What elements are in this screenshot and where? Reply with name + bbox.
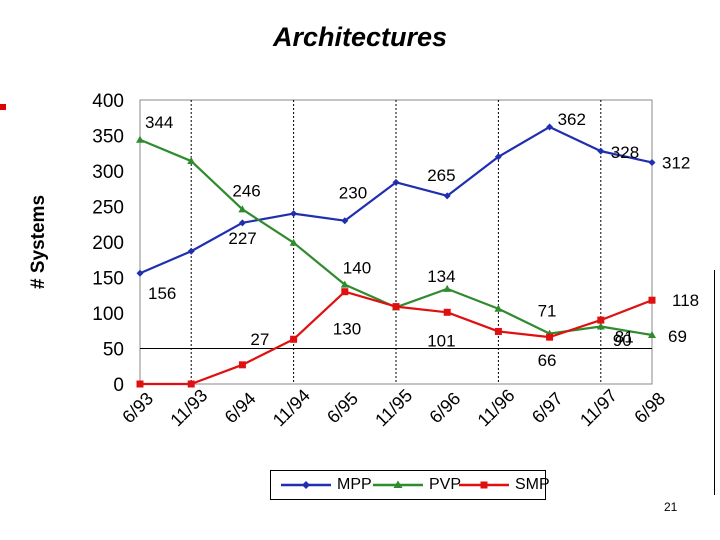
data-point-pvp <box>238 205 247 213</box>
legend-label-pvp: PVP <box>429 476 462 493</box>
data-label-mpp: 328 <box>611 143 639 162</box>
x-tick-label: 6/98 <box>630 388 669 427</box>
data-point-smp <box>597 316 605 324</box>
data-label-smp: 118 <box>672 291 699 310</box>
x-tick-label: 11/96 <box>474 385 519 430</box>
data-label-mpp: 362 <box>558 110 586 129</box>
data-point-pvp <box>648 331 656 339</box>
legend-swatch-pvp <box>373 480 423 488</box>
y-tick-label: 400 <box>92 91 124 112</box>
data-point-pvp <box>187 157 196 165</box>
y-tick-label: 200 <box>92 233 124 254</box>
data-point-smp <box>187 380 195 388</box>
x-tick-label: 6/95 <box>323 388 362 427</box>
data-point-smp <box>290 335 298 343</box>
data-label-pvp: 246 <box>232 181 260 200</box>
legend-swatch-smp <box>459 481 509 489</box>
slide-bullet-mark <box>0 104 6 110</box>
legend-label-smp: SMP <box>515 476 550 493</box>
x-tick-label: 11/93 <box>166 385 211 430</box>
data-label-mpp: 156 <box>148 284 176 303</box>
data-point-smp <box>392 303 400 311</box>
data-point-smp <box>341 288 349 296</box>
y-tick-label: 0 <box>113 375 124 396</box>
data-point-mpp <box>392 178 400 186</box>
data-point-mpp <box>494 153 502 161</box>
data-point-smp <box>443 308 451 316</box>
data-point-smp <box>136 380 144 388</box>
data-label-smp: 130 <box>333 320 361 339</box>
data-point-smp <box>648 296 656 304</box>
data-label-smp: 66 <box>538 351 557 370</box>
y-tick-label: 50 <box>103 340 124 361</box>
data-point-mpp <box>290 210 298 218</box>
legend-item-mpp: MPP <box>281 471 372 499</box>
legend-item-smp: SMP <box>459 471 550 499</box>
grid-layer <box>139 99 653 385</box>
data-label-pvp: 134 <box>427 267 455 286</box>
data-label-pvp: 140 <box>343 259 371 278</box>
data-label-pvp: 344 <box>145 113 173 132</box>
x-tick-label: 6/94 <box>221 388 260 427</box>
data-point-smp <box>546 333 554 341</box>
chart-title: Architectures <box>272 22 448 52</box>
data-label-mpp: 312 <box>662 153 690 172</box>
data-label-smp: 27 <box>250 330 269 349</box>
y-tick-label: 250 <box>92 198 124 219</box>
data-point-mpp <box>443 192 451 200</box>
series-layer <box>136 123 656 388</box>
y-tick-label: 300 <box>92 162 124 183</box>
data-label-smp: 101 <box>427 331 455 350</box>
y-tick-label: 100 <box>92 304 124 325</box>
legend-item-pvp: PVP <box>373 471 461 499</box>
legend-swatch-mpp <box>281 481 331 489</box>
data-point-mpp <box>648 158 656 166</box>
y-tick-label: 150 <box>92 269 124 290</box>
data-point-smp <box>494 327 502 335</box>
legend-label-mpp: MPP <box>337 476 372 493</box>
data-label-mpp: 265 <box>427 166 455 185</box>
x-tick-label: 6/93 <box>118 388 157 427</box>
data-point-mpp <box>136 269 144 277</box>
y-tick-label: 350 <box>92 127 124 148</box>
data-point-mpp <box>238 219 246 227</box>
data-label-smp: 90 <box>613 331 632 350</box>
data-point-smp <box>238 361 246 369</box>
data-label-mpp: 227 <box>228 229 256 248</box>
slide-edge-line <box>714 270 715 495</box>
x-tick-label: 11/95 <box>371 385 416 430</box>
x-tick-label: 11/97 <box>576 385 621 430</box>
x-tick-label: 6/97 <box>528 388 567 427</box>
data-point-pvp <box>289 238 298 246</box>
x-tick-label: 6/96 <box>425 388 464 427</box>
data-point-pvp <box>494 304 503 312</box>
data-point-mpp <box>187 247 195 255</box>
data-point-pvp <box>596 322 605 330</box>
data-point-pvp <box>340 280 349 288</box>
data-point-mpp <box>546 123 554 131</box>
data-label-mpp: 230 <box>339 184 367 203</box>
data-point-mpp <box>597 147 605 155</box>
data-label-pvp: 71 <box>538 302 557 321</box>
y-axis-label: # Systems <box>28 195 49 289</box>
x-tick-label: 11/94 <box>269 385 314 430</box>
chart-legend: MPP PVP SMP <box>270 470 550 500</box>
data-point-pvp <box>136 135 144 143</box>
data-point-pvp <box>443 284 452 292</box>
data-label-pvp: 81 <box>615 327 634 346</box>
data-point-mpp <box>341 217 349 225</box>
data-label-pvp: 69 <box>668 327 687 346</box>
page-number: 21 <box>664 500 678 514</box>
data-label-layer: 344 156 246 227 27 230 140 130 265 134 101 362 71 66 3… <box>145 110 699 370</box>
